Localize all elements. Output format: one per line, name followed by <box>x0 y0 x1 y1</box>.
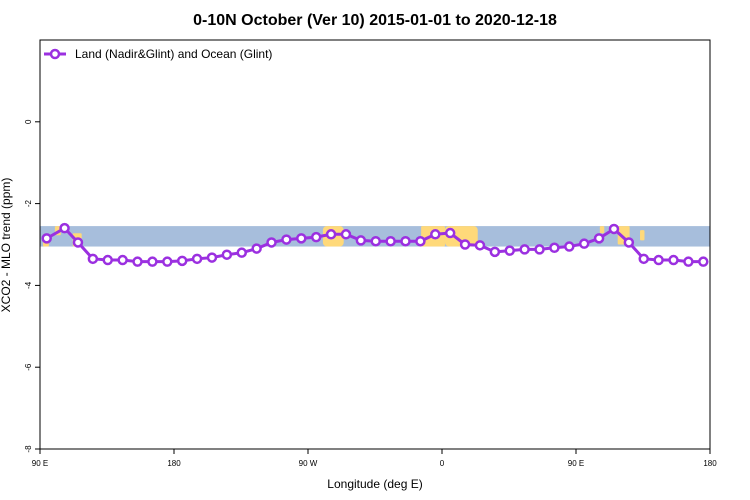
data-point <box>578 238 590 249</box>
data-point <box>623 237 635 248</box>
data-point <box>400 235 411 247</box>
data-point <box>519 244 530 255</box>
data-point <box>340 229 352 240</box>
data-point <box>459 239 471 250</box>
data-point <box>87 253 99 265</box>
data-point <box>608 223 620 235</box>
y-tick-label: -2 <box>24 199 33 207</box>
x-tick-label: 90 E <box>32 459 48 468</box>
data-point <box>489 246 501 258</box>
data-point <box>638 253 649 265</box>
data-point <box>504 245 515 256</box>
data-point <box>310 231 322 243</box>
chart-title: 0-10N October (Ver 10) 2015-01-01 to 202… <box>193 12 557 29</box>
data-point <box>281 234 292 245</box>
land-patch <box>640 230 645 241</box>
data-point <box>206 252 218 263</box>
data-point <box>132 256 143 267</box>
data-point <box>251 243 262 254</box>
x-tick-label: 0 <box>440 459 445 468</box>
x-tick-label: 90 E <box>568 459 584 468</box>
data-point <box>102 254 113 266</box>
y-tick-label: -6 <box>24 363 33 371</box>
data-point <box>176 255 188 267</box>
data-point <box>444 227 456 239</box>
plot-area <box>39 39 711 450</box>
legend-label: Land (Nadir&Glint) and Ocean (Glint) <box>75 47 272 61</box>
data-point <box>147 256 158 267</box>
legend: Land (Nadir&Glint) and Ocean (Glint) <box>44 47 272 61</box>
data-point <box>221 249 233 260</box>
data-point <box>430 229 441 240</box>
data-point <box>41 233 52 244</box>
y-tick-label: 0 <box>24 119 33 124</box>
data-point <box>117 254 128 266</box>
data-point <box>370 235 381 247</box>
data-point <box>385 235 396 247</box>
data-point <box>355 235 367 246</box>
data-point <box>668 254 679 266</box>
series-layer <box>41 222 709 267</box>
x-tick-label: 90 W <box>299 459 318 468</box>
land-patch <box>599 226 605 234</box>
y-axis: 0 -2 -4 -6 -8 <box>24 119 40 453</box>
data-point <box>325 229 337 240</box>
data-point <box>59 222 70 234</box>
data-point <box>266 237 277 248</box>
data-point <box>236 247 247 258</box>
data-point <box>415 235 426 247</box>
y-tick-label: -8 <box>24 445 33 453</box>
y-axis-label: XCO2 - MLO trend (ppm) <box>0 178 13 313</box>
x-axis: 90 E 180 90 W 0 90 E 180 <box>32 449 717 468</box>
data-point <box>653 254 664 266</box>
data-point <box>534 244 545 255</box>
data-point <box>564 241 575 252</box>
data-point <box>549 242 560 254</box>
x-axis-label: Longitude (deg E) <box>327 477 422 491</box>
x-tick-label: 180 <box>167 459 181 468</box>
data-point <box>683 256 694 267</box>
data-point <box>593 233 605 244</box>
plot-frame <box>39 39 711 450</box>
data-point <box>474 240 486 251</box>
x-tick-label: 180 <box>703 459 717 468</box>
data-point <box>72 237 84 248</box>
data-point <box>191 253 203 265</box>
data-point <box>698 256 709 267</box>
legend-marker <box>49 48 61 60</box>
data-point <box>296 233 307 244</box>
y-tick-label: -4 <box>24 281 33 289</box>
data-point <box>162 256 173 267</box>
